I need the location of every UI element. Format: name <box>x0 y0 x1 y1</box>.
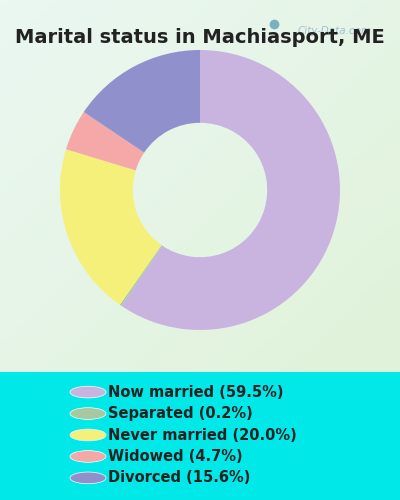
Wedge shape <box>66 112 144 170</box>
Circle shape <box>70 386 106 398</box>
Text: City-Data.com: City-Data.com <box>298 26 372 36</box>
Circle shape <box>70 450 106 462</box>
Text: Never married (20.0%): Never married (20.0%) <box>108 428 297 442</box>
Circle shape <box>70 429 106 441</box>
Wedge shape <box>84 50 200 152</box>
Circle shape <box>70 472 106 484</box>
Wedge shape <box>120 245 162 306</box>
Circle shape <box>70 408 106 420</box>
Wedge shape <box>121 50 340 330</box>
Wedge shape <box>60 150 162 305</box>
Text: Now married (59.5%): Now married (59.5%) <box>108 384 284 400</box>
Text: Divorced (15.6%): Divorced (15.6%) <box>108 470 250 486</box>
Text: Marital status in Machiasport, ME: Marital status in Machiasport, ME <box>15 28 385 47</box>
Text: Separated (0.2%): Separated (0.2%) <box>108 406 253 421</box>
Text: Widowed (4.7%): Widowed (4.7%) <box>108 449 243 464</box>
